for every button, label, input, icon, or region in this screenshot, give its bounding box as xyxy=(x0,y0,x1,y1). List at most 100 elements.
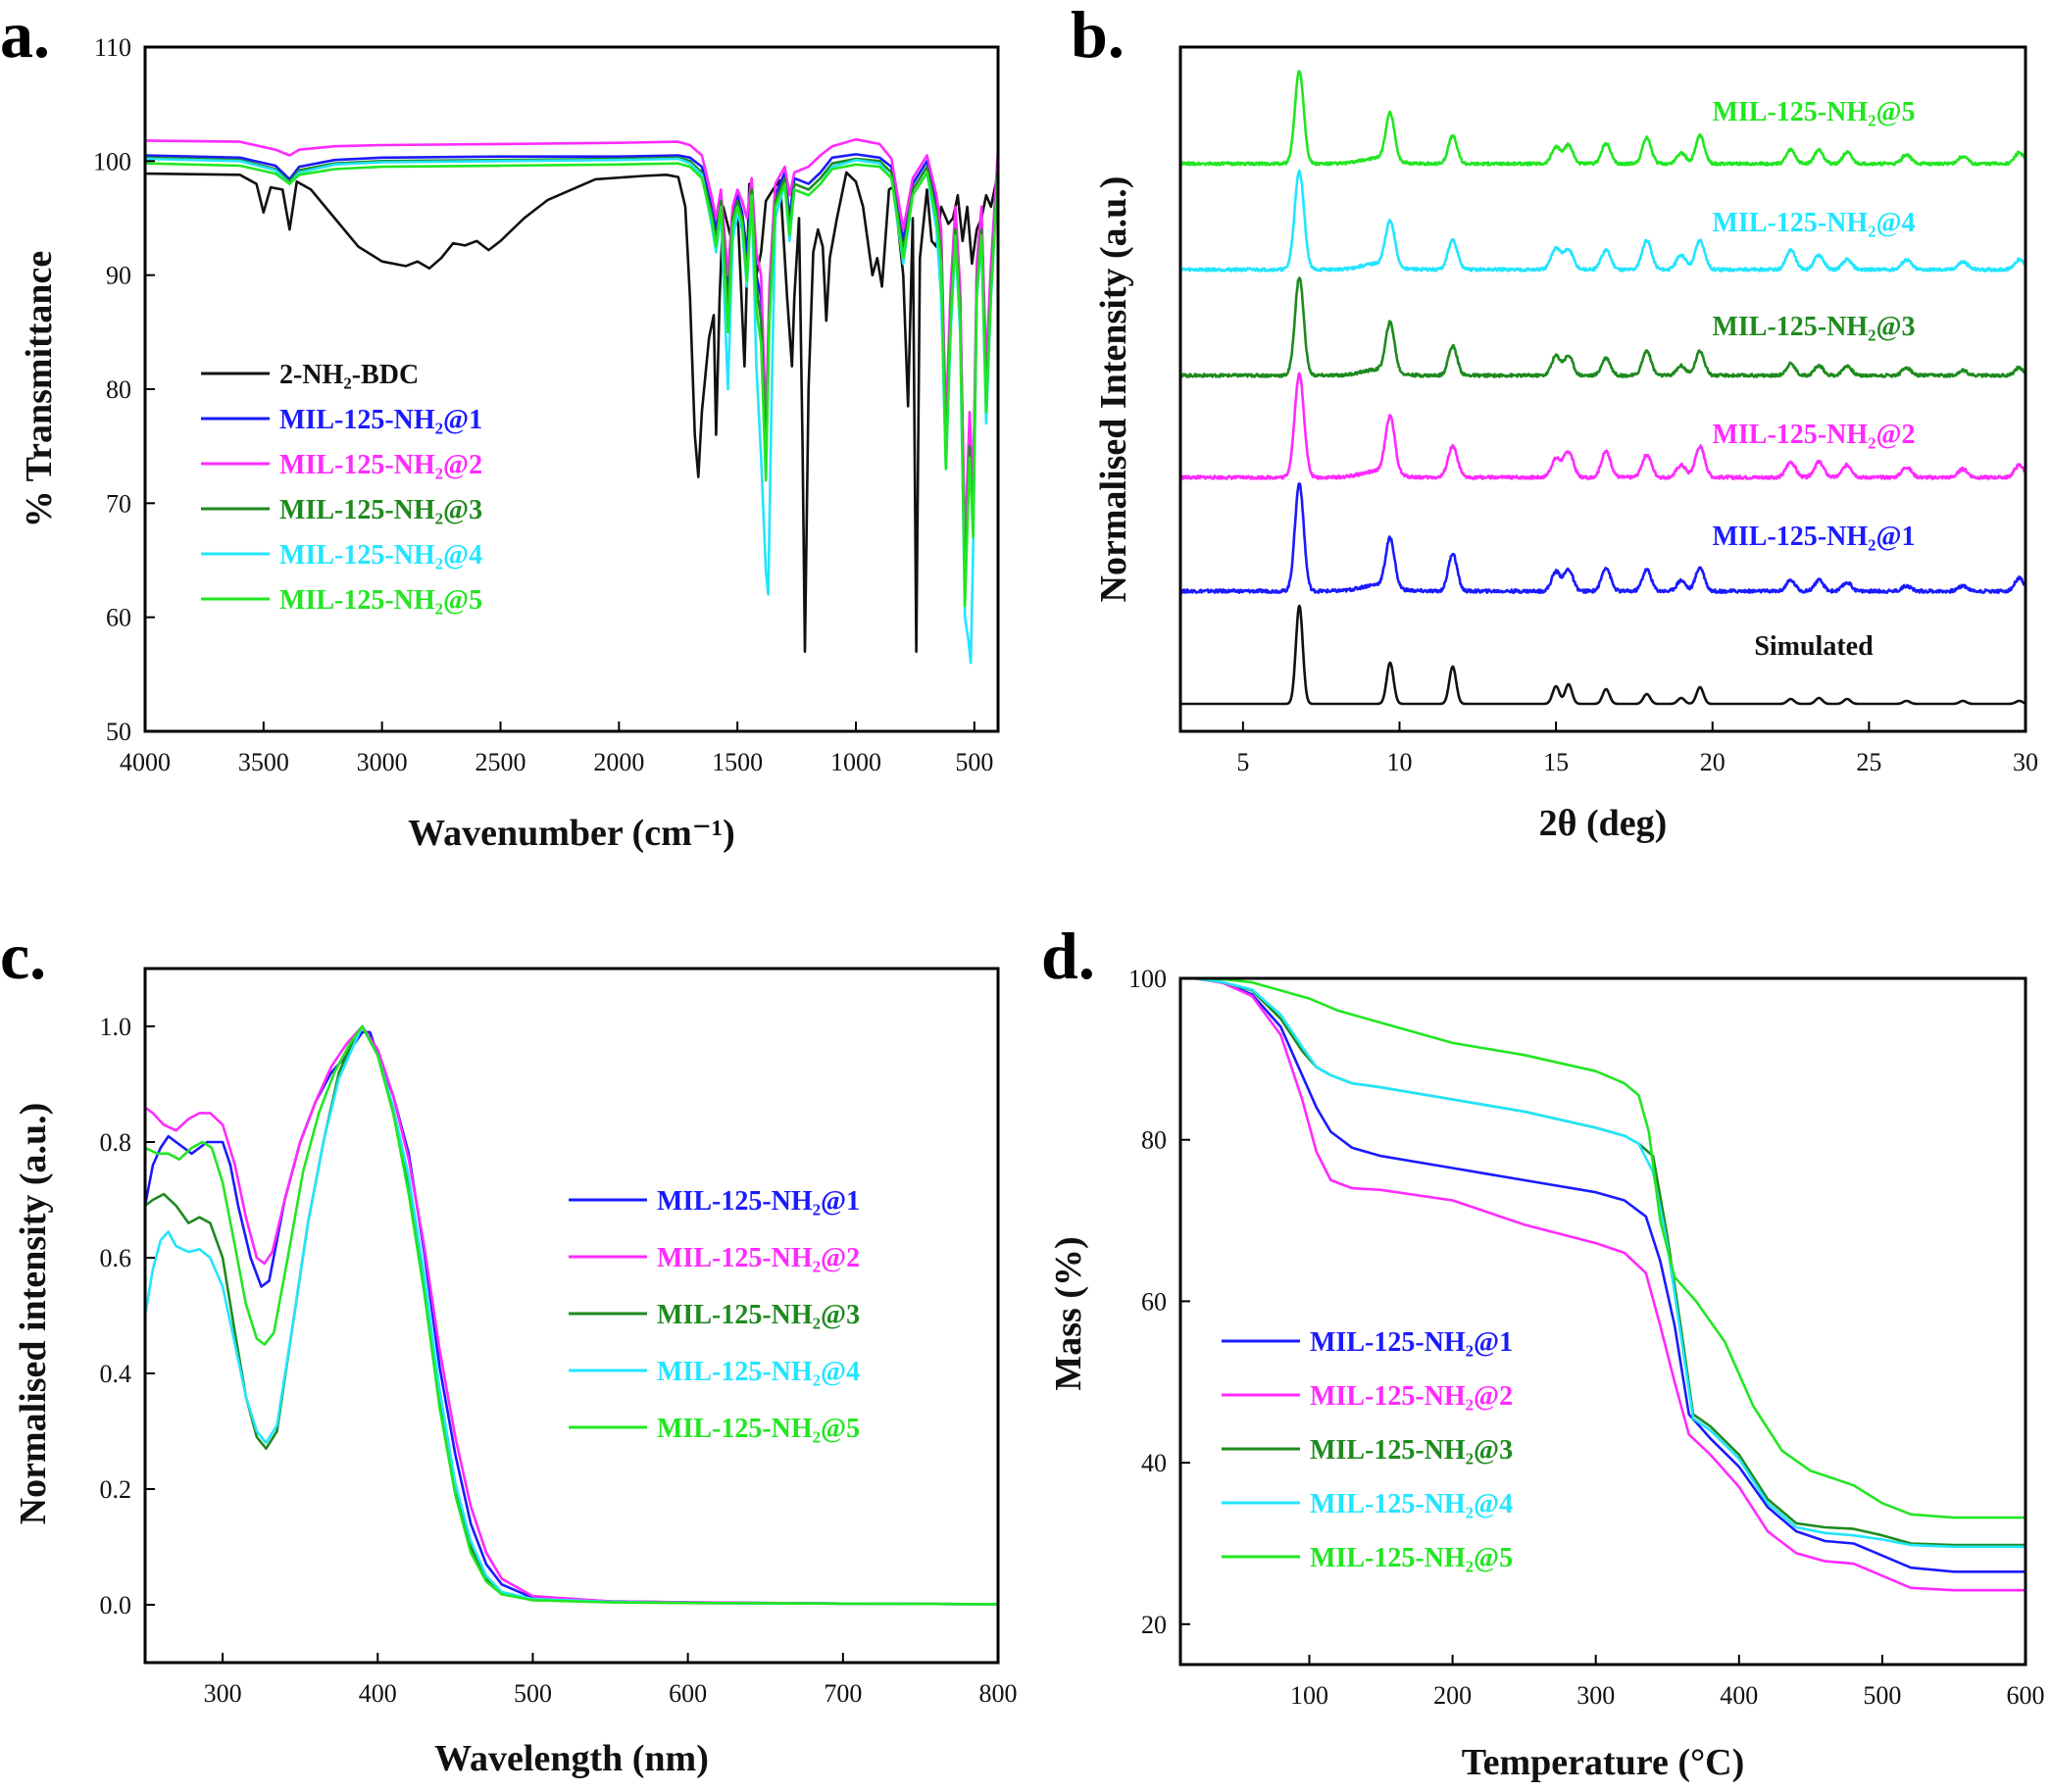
panel-a-xlabel: Wavenumber (cm⁻¹) xyxy=(408,813,735,854)
panel-d-label: d. xyxy=(1041,919,1095,993)
panel-c-ytick-label: 0.0 xyxy=(100,1591,132,1619)
panel-d-tga-chart: d. 100 200 300 400 500 600 20 40 60 80 100 Tempera… xyxy=(1041,919,2045,1783)
panel-b-xtick-label: 20 xyxy=(1700,748,1726,776)
panel-c-ticks: 300 400 500 600 700 800 0.0 0.2 0.4 0.6 0.8 1.0 xyxy=(100,1013,1018,1708)
panel-c-legend-label: MIL-125-NH₂@1 xyxy=(657,1186,860,1217)
panel-c-plot-frame xyxy=(143,967,1000,1665)
panel-d-ytick-label: 20 xyxy=(1141,1611,1167,1639)
xrd-label-mil-125-nh-1: MIL-125-NH₂@1 xyxy=(1712,522,1915,552)
panel-a-legend: 2-NH₂-BDC MIL-125-NH₂@1 MIL-125-NH₂@2 MIL-1… xyxy=(201,360,482,616)
xrd-line-mil-125-nh-5 xyxy=(1178,70,2027,167)
panel-a-line-2-nh-bdc xyxy=(143,171,1000,653)
panel-a-ytick-label: 80 xyxy=(106,375,131,404)
panel-b-plot-frame xyxy=(1178,45,2027,733)
panel-a-xtick-label: 2500 xyxy=(475,748,526,776)
panel-d-line-mil-125-nh-1 xyxy=(1193,976,2027,1573)
panel-c-xtick-label: 700 xyxy=(824,1679,862,1708)
panel-c-legend-label: MIL-125-NH₂@4 xyxy=(657,1357,860,1387)
panel-b-xtick-label: 15 xyxy=(1543,748,1569,776)
panel-a-line-mil-125-nh-1 xyxy=(143,153,1000,562)
xrd-line-mil-125-nh-4 xyxy=(1178,169,2027,273)
panel-d-plot-frame xyxy=(1178,976,2027,1667)
panel-a-ftir-chart: a. 4000 3500 3000 2500 2000 1500 1000 500 50 60 70… xyxy=(0,0,1000,854)
panel-a-ytick-label: 90 xyxy=(106,262,131,290)
xrd-label-mil-125-nh-5: MIL-125-NH₂@5 xyxy=(1712,97,1915,127)
panel-a-xtick-label: 4000 xyxy=(120,748,171,776)
panel-d-ytick-label: 80 xyxy=(1141,1126,1167,1155)
panel-c-series-layer xyxy=(143,1024,1000,1606)
panel-a-ytick-label: 60 xyxy=(106,604,131,632)
panel-d-legend-label: MIL-125-NH₂@3 xyxy=(1310,1435,1513,1466)
panel-d-xtick-label: 500 xyxy=(1863,1681,1901,1710)
panel-d-xtick-label: 300 xyxy=(1576,1681,1615,1710)
panel-b-series-layer xyxy=(1178,70,2027,706)
panel-b-xtick-label: 5 xyxy=(1236,748,1249,776)
panel-c-legend: MIL-125-NH₂@1 MIL-125-NH₂@2 MIL-125-NH₂@3 M… xyxy=(569,1186,860,1444)
xrd-label-mil-125-nh-3: MIL-125-NH₂@3 xyxy=(1712,312,1915,342)
panel-a-legend-label: 2-NH₂-BDC xyxy=(279,360,419,390)
panel-a-legend-label: MIL-125-NH₂@2 xyxy=(279,450,482,480)
panel-a-ylabel: % Transmittance xyxy=(19,251,60,528)
panel-c-xtick-label: 400 xyxy=(359,1679,397,1708)
xrd-line-simulated xyxy=(1178,604,2027,706)
panel-a-ytick-label: 50 xyxy=(106,718,131,746)
panel-b-series-labels: Simulated MIL-125-NH₂@1 MIL-125-NH₂@2 MIL-1… xyxy=(1712,97,1915,662)
panel-d-xtick-label: 100 xyxy=(1290,1681,1328,1710)
panel-c-xtick-label: 600 xyxy=(669,1679,707,1708)
panel-c-line-mil-125-nh-4 xyxy=(143,1024,1000,1606)
panel-c-ytick-label: 0.6 xyxy=(100,1244,132,1272)
xrd-label-simulated: Simulated xyxy=(1754,631,1874,662)
xrd-line-mil-125-nh-3 xyxy=(1178,276,2027,378)
panel-d-series-layer xyxy=(1193,976,2027,1592)
panel-b-label: b. xyxy=(1071,0,1125,72)
panel-a-xtick-label: 3000 xyxy=(357,748,408,776)
xrd-line-mil-125-nh-2 xyxy=(1178,372,2027,480)
panel-d-ticks: 100 200 300 400 500 600 20 40 60 80 100 xyxy=(1128,965,2045,1710)
panel-d-ylabel: Mass (%) xyxy=(1048,1236,1089,1390)
panel-c-uvvis-chart: c. 300 400 500 600 700 8000.00.20.40.60.81.0 … xyxy=(0,919,1018,1779)
panel-a-xtick-label: 1500 xyxy=(712,748,763,776)
panel-c-ytick-label: 0.4 xyxy=(100,1360,132,1388)
panel-d-legend-label: MIL-125-NH₂@4 xyxy=(1310,1489,1513,1519)
xrd-label-mil-125-nh-2: MIL-125-NH₂@2 xyxy=(1712,420,1915,450)
panel-d-line-mil-125-nh-4 xyxy=(1193,976,2027,1549)
panel-a-label: a. xyxy=(0,0,50,72)
panel-d-xtick-label: 600 xyxy=(2007,1681,2045,1710)
panel-d-legend: MIL-125-NH₂@1 MIL-125-NH₂@2 MIL-125-NH₂@3 M… xyxy=(1222,1327,1513,1573)
panel-d-line-mil-125-nh-2 xyxy=(1193,976,2027,1592)
panel-c-line-mil-125-nh-5 xyxy=(143,1024,1000,1606)
panel-a-line-mil-125-nh-2 xyxy=(143,137,1000,551)
panel-a-ytick-label: 110 xyxy=(94,33,131,62)
panel-a-legend-label: MIL-125-NH₂@5 xyxy=(279,585,482,616)
panel-a-line-mil-125-nh-4 xyxy=(143,157,1000,665)
panel-c-line-mil-125-nh-3 xyxy=(143,1024,1000,1606)
panel-b-ticks: 5 10 15 20 25 30 xyxy=(1236,722,2038,776)
panel-d-line-mil-125-nh-5 xyxy=(1193,976,2027,1519)
panel-c-ytick-label: 0.2 xyxy=(100,1475,132,1504)
panel-c-ytick-label: 0.8 xyxy=(100,1128,132,1157)
panel-c-line-mil-125-nh-2 xyxy=(143,1024,1000,1606)
panel-d-legend-label: MIL-125-NH₂@2 xyxy=(1310,1381,1513,1412)
xrd-line-mil-125-nh-1 xyxy=(1178,482,2027,594)
panel-c-xtick-label: 500 xyxy=(514,1679,552,1708)
panel-b-xtick-label: 25 xyxy=(1856,748,1881,776)
panel-a-legend-label: MIL-125-NH₂@3 xyxy=(279,495,482,525)
panel-d-xlabel: Temperature (°C) xyxy=(1462,1742,1745,1783)
panel-a-legend-label: MIL-125-NH₂@1 xyxy=(279,405,482,435)
panel-d-ytick-label: 100 xyxy=(1128,965,1167,993)
xrd-label-mil-125-nh-4: MIL-125-NH₂@4 xyxy=(1712,208,1915,238)
panel-c-ylabel: Normalised intensity (a.u.) xyxy=(13,1103,54,1525)
panel-a-ytick-label: 100 xyxy=(93,147,131,175)
panel-b-xlabel: 2θ (deg) xyxy=(1539,803,1668,844)
panel-d-ytick-label: 40 xyxy=(1141,1449,1167,1477)
panel-d-legend-label: MIL-125-NH₂@1 xyxy=(1310,1327,1513,1358)
panel-c-line-mil-125-nh-1 xyxy=(143,1030,1000,1606)
panel-d-legend-label: MIL-125-NH₂@5 xyxy=(1310,1543,1513,1573)
panel-d-xtick-label: 200 xyxy=(1433,1681,1472,1710)
panel-a-xtick-label: 500 xyxy=(955,748,993,776)
panel-a-line-mil-125-nh-3 xyxy=(143,156,1000,596)
panel-c-xtick-label: 300 xyxy=(204,1679,242,1708)
panel-a-xtick-label: 1000 xyxy=(830,748,881,776)
panel-c-label: c. xyxy=(0,919,46,993)
